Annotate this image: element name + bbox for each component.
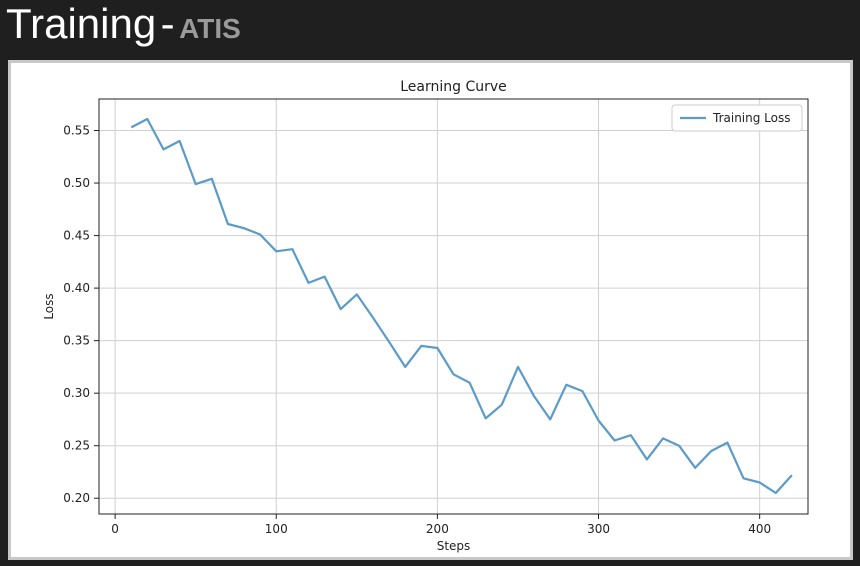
- x-tick-label: 0: [111, 522, 119, 536]
- x-tick-label: 200: [426, 522, 449, 536]
- page-header: Training - ATIS: [6, 0, 241, 50]
- y-tick-label: 0.25: [63, 439, 90, 453]
- series-line-training-loss: [130, 117, 793, 495]
- y-tick-label: 0.50: [63, 176, 90, 190]
- y-tick-label: 0.55: [63, 124, 90, 138]
- y-tick-label: 0.35: [63, 334, 90, 348]
- x-tick-label: 400: [748, 522, 771, 536]
- chart-legend: Training Loss: [671, 104, 803, 132]
- y-axis-label: Loss: [42, 293, 56, 319]
- x-tick-label: 100: [265, 522, 288, 536]
- legend-label: Training Loss: [712, 111, 790, 125]
- chart-frame: 0 100 200 300 400 0.20 0.25 0.30 0.35 0.40 0.45 0.5…: [8, 60, 853, 560]
- y-tick-label: 0.30: [63, 386, 90, 400]
- legend-box: [671, 104, 803, 132]
- header-separator: -: [160, 0, 175, 47]
- y-tick-label: 0.20: [63, 491, 90, 505]
- tick-layer: 0 100 200 300 400 0.20 0.25 0.30 0.35 0.40 0.45 0.5…: [63, 124, 771, 536]
- grid-layer: [99, 99, 808, 514]
- y-tick-label: 0.45: [63, 229, 90, 243]
- y-tick-label: 0.40: [63, 281, 90, 295]
- series-layer: [130, 117, 793, 495]
- chart-title: Learning Curve: [400, 79, 507, 95]
- plot-area-border: [98, 98, 809, 515]
- x-axis-label: Steps: [437, 539, 471, 553]
- learning-curve-chart: 0 100 200 300 400 0.20 0.25 0.30 0.35 0.40 0.45 0.5…: [42, 79, 809, 553]
- header-subtitle: ATIS: [179, 13, 241, 44]
- x-tick-label: 300: [587, 522, 610, 536]
- header-title: Training: [6, 0, 157, 47]
